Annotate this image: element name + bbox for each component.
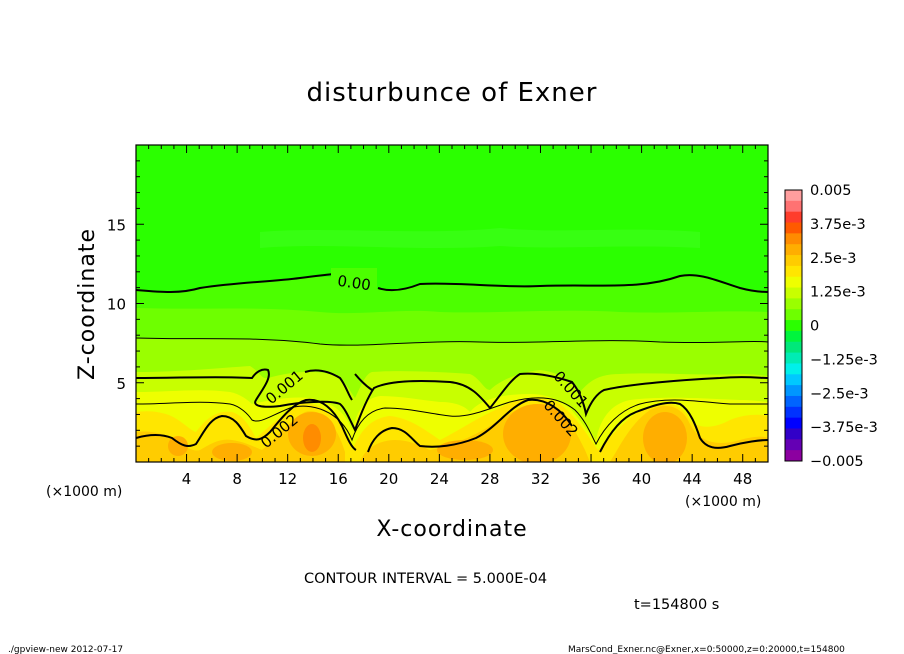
x-unit-label-right: (×1000 m)	[685, 494, 761, 510]
field-max-2	[503, 404, 571, 462]
field-max-6	[212, 443, 252, 461]
x-tick-label: 4	[182, 470, 192, 488]
footer-left: ./gpview-new 2012-07-17	[8, 645, 123, 654]
colorbar-band	[785, 309, 802, 321]
contour-line-0.002	[136, 398, 768, 453]
contour-interval-text: CONTOUR INTERVAL = 5.000E-04	[304, 571, 547, 587]
colorbar-band	[785, 417, 802, 429]
y-axis: 5 10 15	[107, 160, 768, 447]
colorbar-band	[785, 450, 802, 462]
contour-line-0.001	[136, 368, 768, 433]
colorbar-band	[785, 298, 802, 310]
field-max-5	[437, 440, 493, 460]
colorbar-band	[785, 211, 802, 224]
colorbar-band	[785, 374, 802, 386]
time-text: t=154800 s	[634, 597, 719, 613]
x-tick-label: 16	[329, 470, 348, 488]
y-tick-label: 5	[116, 375, 126, 393]
colorbar-label: −3.75e-3	[810, 420, 878, 436]
field-max-3	[643, 412, 687, 462]
x-tick-label: 44	[683, 470, 702, 488]
colorbar-band	[785, 190, 802, 202]
y-tick-label: 15	[107, 216, 126, 234]
colorbar-label: −0.005	[810, 454, 864, 470]
colorbar-band	[785, 320, 802, 332]
colorbar-label: −2.5e-3	[810, 386, 869, 402]
field-max-4	[168, 436, 188, 456]
x-tick-label: 40	[632, 470, 651, 488]
colorbar: 0.005 3.75e-3 2.5e-3 1.25e-3 0 −1.25e-3 −2.5e-…	[784, 183, 878, 470]
x-tick-label: 36	[581, 470, 600, 488]
colorbar-band	[785, 222, 802, 234]
x-tick-label: 48	[733, 470, 752, 488]
x-tick-label: 32	[531, 470, 550, 488]
x-tick-label: 12	[278, 470, 297, 488]
x-unit-label-left: (×1000 m)	[46, 484, 122, 500]
y-axis-title: Z-coordinate	[75, 228, 100, 380]
colorbar-band	[785, 385, 802, 397]
contour-lines	[136, 273, 768, 453]
x-tick-label: 24	[430, 470, 449, 488]
colorbar-band	[785, 363, 802, 375]
colorbar-label: 1.25e-3	[810, 285, 866, 301]
contour-label: 0.00	[336, 272, 372, 294]
colorbar-band	[785, 265, 802, 278]
colorbar-band	[785, 287, 802, 299]
x-axis: 4 8 12 16 20 24 28 32 36 40 44 48	[148, 145, 756, 488]
colorbar-frame	[784, 189, 803, 462]
x-tick-label: 20	[379, 470, 398, 488]
contour-line-0.0005	[136, 337, 768, 346]
colorbar-label: 2.5e-3	[810, 251, 856, 267]
colorbar-band	[785, 395, 802, 408]
colorbar-band	[785, 439, 802, 451]
colorbar-band	[785, 352, 802, 364]
footer-right: MarsCond_Exner.nc@Exner,x=0:50000,z=0:20…	[568, 645, 845, 654]
colorbar-band	[785, 406, 802, 419]
contour-line-0.000	[136, 273, 768, 293]
x-tick-label: 28	[480, 470, 499, 488]
field-faint-band	[260, 228, 700, 248]
x-axis-title: X-coordinate	[376, 517, 527, 542]
colorbar-band	[785, 341, 802, 354]
contour-line-0.0015	[136, 397, 768, 446]
colorbar-band	[785, 244, 802, 256]
colorbar-label: 0	[810, 319, 819, 335]
colorbar-band	[785, 200, 802, 213]
colorbar-label: −1.25e-3	[810, 352, 878, 368]
colorbar-label: 3.75e-3	[810, 217, 866, 233]
chart-title: disturbunce of Exner	[307, 78, 598, 108]
y-tick-label: 10	[107, 296, 126, 314]
colorbar-label: 0.005	[810, 183, 852, 199]
field-max-1-core	[303, 424, 321, 452]
colorbar-band	[785, 330, 802, 343]
x-tick-label: 8	[232, 470, 242, 488]
colorbar-band	[785, 428, 802, 440]
colorbar-band	[785, 255, 802, 267]
colorbar-band	[785, 276, 802, 289]
colorbar-band	[785, 233, 802, 245]
